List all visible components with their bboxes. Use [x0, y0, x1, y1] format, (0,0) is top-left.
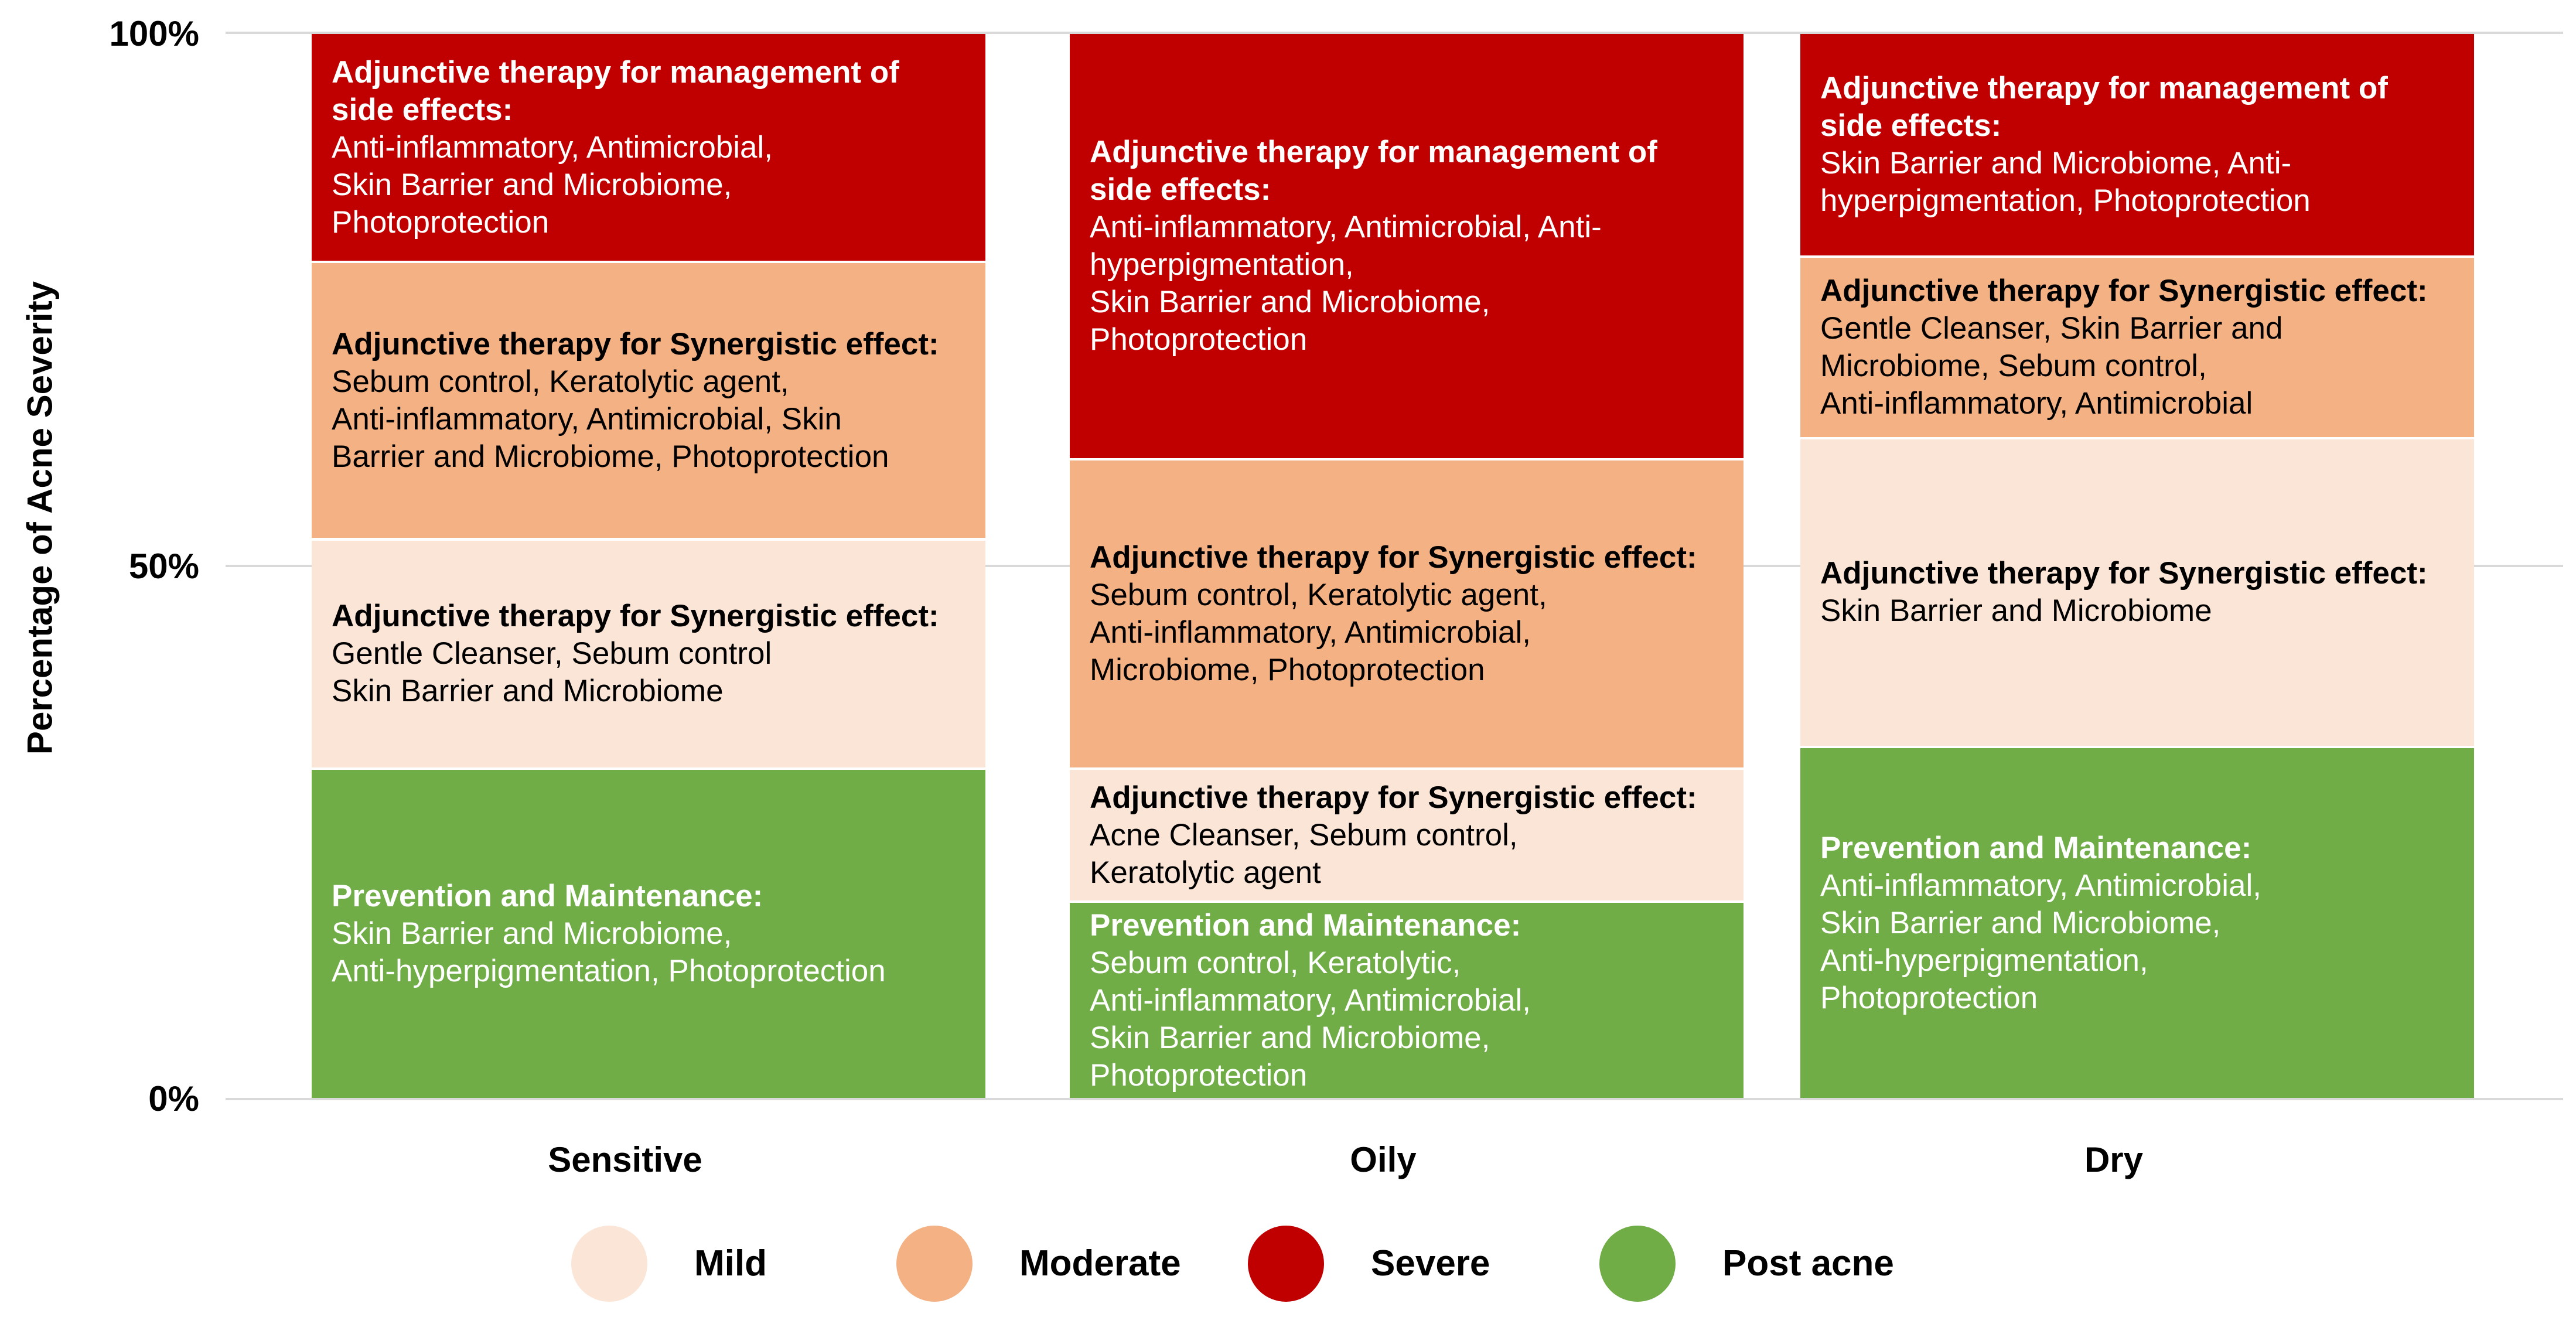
y-tick-label-0: 0%	[148, 1079, 199, 1118]
bar-segment-dry-severe: Adjunctive therapy for management of sid…	[1800, 34, 2474, 256]
segment-text-line: Photoprotection	[1090, 1057, 1308, 1093]
gridline-0	[226, 1098, 2563, 1100]
segment-heading: Adjunctive therapy for management of sid…	[1090, 135, 1657, 207]
segment-text-line: Skin Barrier and Microbiome,	[1090, 1020, 1490, 1055]
segment-text-line: Anti-inflammatory, Antimicrobial,	[1090, 615, 1531, 650]
segment-text-line: Photoprotection	[332, 204, 550, 240]
segment-text-line: Anti-inflammatory, Antimicrobial, Skin	[332, 401, 842, 436]
x-tick-label-dry: Dry	[2084, 1140, 2144, 1179]
segment-text-line: Gentle Cleanser, Skin Barrier and	[1820, 311, 2283, 346]
segment-text-line: Anti-inflammatory, Antimicrobial	[1820, 385, 2253, 421]
bar-segment-dry-mild: Adjunctive therapy for Synergistic effec…	[1800, 439, 2474, 746]
segment-text-line: Microbiome, Sebum control,	[1820, 348, 2207, 383]
bar-segment-sensitive-mild: Adjunctive therapy for Synergistic effec…	[312, 540, 985, 767]
legend-swatch-moderate	[896, 1226, 973, 1302]
legend-label-severe: Severe	[1371, 1243, 1490, 1284]
bar-segment-dry-moderate: Adjunctive therapy for Synergistic effec…	[1800, 258, 2474, 437]
gridline-100	[226, 32, 2563, 34]
y-tick-label-50: 50%	[128, 547, 199, 586]
segment-heading: Adjunctive therapy for Synergistic effec…	[332, 599, 939, 634]
bar-segment-sensitive-severe: Adjunctive therapy for management of sid…	[312, 34, 985, 261]
segment-text-line: Skin Barrier and Microbiome, Anti-hyperp…	[1820, 146, 2311, 219]
legend-swatch-post-acne	[1599, 1226, 1676, 1302]
segment-text-line: Skin Barrier and Microbiome	[332, 674, 724, 709]
bar-segment-dry-post-acne: Prevention and Maintenance: Anti-inflamma…	[1800, 748, 2474, 1098]
segment-text-line: Skin Barrier and Microbiome	[1820, 593, 2212, 629]
segment-heading: Adjunctive therapy for Synergistic effec…	[1090, 780, 1697, 815]
segment-heading: Adjunctive therapy for management of sid…	[1820, 71, 2388, 144]
segment-text-line: Skin Barrier and Microbiome,	[1090, 285, 1490, 319]
segment-text-line: Anti-inflammatory, Antimicrobial, Anti-h…	[1090, 210, 1602, 282]
segment-text-line: Photoprotection	[1090, 322, 1308, 357]
y-axis-title: Percentage of Acne Severity	[20, 281, 60, 755]
segment-text-line: Acne Cleanser, Sebum control,	[1090, 817, 1518, 852]
segment-text-line: Photoprotection	[1820, 980, 2038, 1015]
legend-label-post-acne: Post acne	[1722, 1243, 1894, 1284]
legend-swatch-severe	[1248, 1226, 1324, 1302]
segment-text-line: Sebum control, Keratolytic agent,	[1090, 577, 1547, 612]
y-tick-label-100: 100%	[109, 14, 199, 53]
segment-heading: Adjunctive therapy for Synergistic effec…	[1820, 556, 2428, 591]
bar-segment-oily-moderate: Adjunctive therapy for Synergistic effec…	[1070, 460, 1744, 767]
segment-text-line: Skin Barrier and Microbiome,	[332, 916, 732, 951]
segment-text-line: Sebum control, Keratolytic agent,	[332, 364, 789, 399]
x-tick-label-oily: Oily	[1350, 1140, 1417, 1179]
x-tick-label-sensitive: Sensitive	[548, 1140, 702, 1179]
segment-text-line: Anti-inflammatory, Antimicrobial,	[1820, 868, 2262, 903]
segment-heading: Prevention and Maintenance:	[332, 878, 763, 913]
segment-text-line: Keratolytic agent	[1090, 855, 1321, 890]
segment-heading: Adjunctive therapy for management of sid…	[332, 54, 899, 127]
bar-segment-sensitive-post-acne: Prevention and Maintenance: Skin Barrier …	[312, 769, 985, 1098]
segment-heading: Adjunctive therapy for Synergistic effec…	[1090, 540, 1697, 575]
bar-segment-sensitive-moderate: Adjunctive therapy for Synergistic effec…	[312, 263, 985, 538]
segment-text-line: Anti-hyperpigmentation, Photoprotection	[332, 953, 886, 988]
legend-label-mild: Mild	[694, 1243, 767, 1284]
bar-segment-oily-post-acne: Prevention and Maintenance: Sebum control…	[1070, 903, 1744, 1098]
bar-segment-oily-mild: Adjunctive therapy for Synergistic effec…	[1070, 769, 1744, 901]
bar-segment-oily-severe: Adjunctive therapy for management of sid…	[1070, 34, 1744, 458]
segment-text-line: Barrier and Microbiome, Photoprotection	[332, 439, 889, 474]
segment-text-line: Sebum control, Keratolytic,	[1090, 945, 1461, 980]
segment-text-line: Gentle Cleanser, Sebum control	[332, 636, 772, 671]
segment-text-line: Anti-hyperpigmentation,	[1820, 943, 2148, 978]
segment-text-line: Skin Barrier and Microbiome,	[1820, 905, 2221, 940]
segment-heading: Adjunctive therapy for Synergistic effec…	[332, 326, 939, 361]
segment-text-line: Anti-inflammatory, Antimicrobial,	[332, 129, 773, 165]
segment-heading: Prevention and Maintenance:	[1820, 830, 2252, 865]
segment-text-line: Skin Barrier and Microbiome,	[332, 167, 732, 202]
segment-text-line: Microbiome, Photoprotection	[1090, 652, 1485, 687]
legend-swatch-mild	[571, 1226, 647, 1302]
segment-text-line: Anti-inflammatory, Antimicrobial,	[1090, 982, 1531, 1018]
legend-label-moderate: Moderate	[1019, 1243, 1181, 1284]
segment-heading: Adjunctive therapy for Synergistic effec…	[1820, 273, 2428, 308]
segment-heading: Prevention and Maintenance:	[1090, 907, 1521, 943]
